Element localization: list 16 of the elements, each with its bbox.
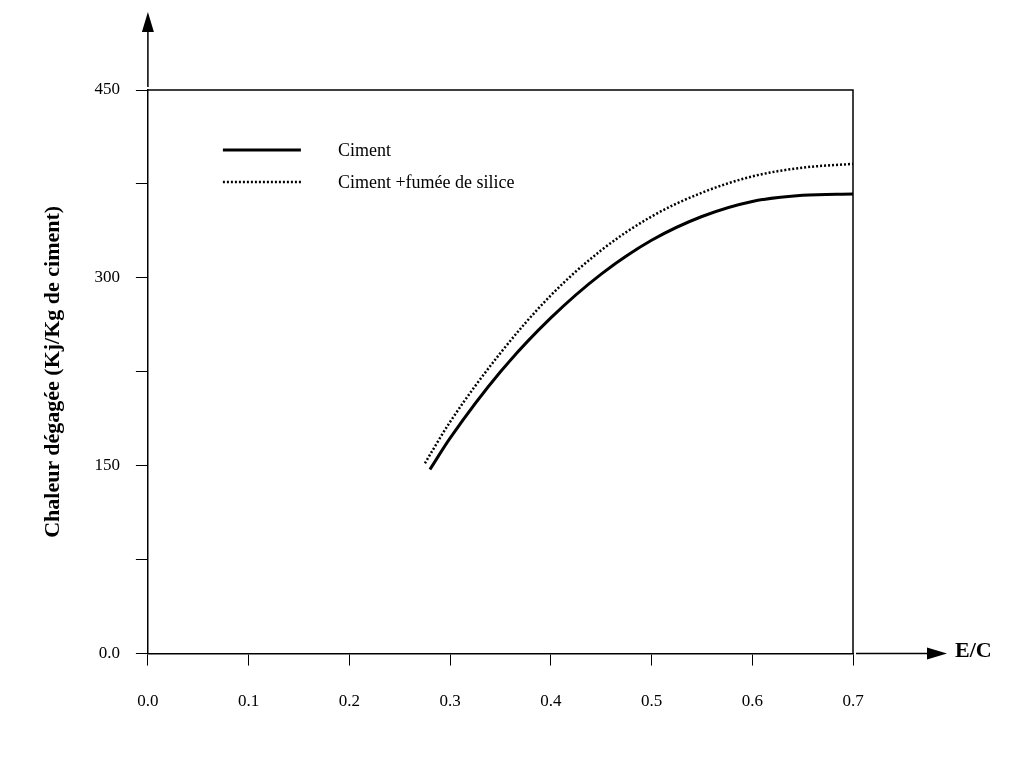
- x-axis-title: E/C: [955, 637, 992, 663]
- x-tick-label: 0.7: [842, 691, 865, 711]
- x-tick-label: 0.0: [137, 691, 159, 711]
- y-tick-label: 450: [94, 79, 120, 99]
- legend-label: Ciment: [337, 139, 391, 160]
- legend-label: Ciment +fumée de silice: [337, 171, 515, 192]
- x-tick-label: 0.2: [338, 691, 360, 711]
- x-tick-label: 0.6: [741, 691, 763, 711]
- y-tick-label: 150: [94, 455, 120, 475]
- x-tick-label: 0.1: [238, 691, 260, 711]
- y-tick-label: 0.0: [98, 643, 120, 663]
- y-axis-title: Chaleur dégagée (Kj/Kg de ciment): [38, 205, 64, 538]
- y-tick-label: 300: [94, 267, 120, 287]
- x-tick-label: 0.5: [640, 691, 663, 711]
- x-tick-label: 0.3: [439, 691, 461, 711]
- x-tick-label: 0.4: [540, 691, 562, 711]
